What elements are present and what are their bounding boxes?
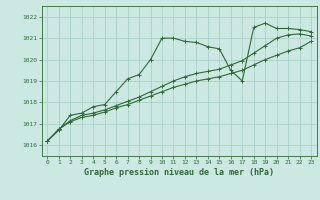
- X-axis label: Graphe pression niveau de la mer (hPa): Graphe pression niveau de la mer (hPa): [84, 168, 274, 177]
